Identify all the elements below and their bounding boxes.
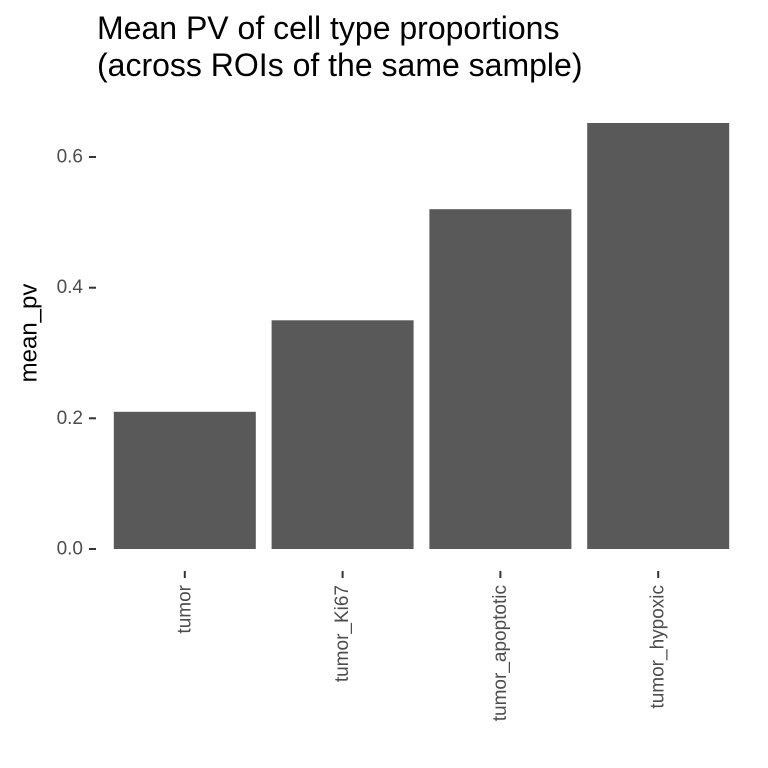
bars-group [113,123,730,549]
y-tick-label: 0.0 [57,539,83,560]
chart-title-line-1: Mean PV of cell type proportions [97,10,560,46]
y-axis: 0.0 0.2 0.4 0.6 [57,147,96,560]
y-axis-title: mean_pv [16,284,43,383]
x-tick-label-tumor: tumor [174,584,195,633]
x-tick-label-tumor-apoptotic: tumor_apoptotic [490,585,511,721]
bar-tumor-ki67 [271,320,414,549]
bar-tumor-apoptotic [429,209,572,549]
x-axis: tumor tumor_Ki67 tumor_apoptotic tumor_hypo… [174,571,669,721]
chart-title: Mean PV of cell type proportions (across… [97,10,582,84]
bar-tumor-hypoxic [587,123,730,549]
y-tick-label: 0.4 [57,277,84,298]
x-tick-label-tumor-hypoxic: tumor_hypoxic [648,585,669,709]
chart-title-line-2: (across ROIs of the same sample) [97,47,583,83]
x-tick-label-tumor-ki67: tumor_Ki67 [332,585,353,682]
y-tick-label: 0.2 [57,408,83,429]
bar-tumor [113,411,256,549]
y-tick-label: 0.6 [57,147,83,168]
